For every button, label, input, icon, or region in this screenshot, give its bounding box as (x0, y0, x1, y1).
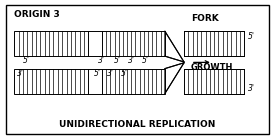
Bar (184, 31, 244, 56)
Text: UNIDIRECTIONAL REPLICATION: UNIDIRECTIONAL REPLICATION (59, 120, 216, 129)
Text: 3': 3' (98, 57, 105, 66)
Text: 3': 3' (17, 69, 24, 78)
Bar (14, 31, 88, 56)
Text: 5': 5' (114, 57, 121, 66)
Text: 3': 3' (108, 69, 114, 78)
Text: 5': 5' (94, 69, 101, 78)
Text: 3': 3' (128, 57, 135, 66)
Text: 3': 3' (248, 84, 255, 93)
Bar (184, 69, 244, 94)
Text: 5': 5' (142, 57, 148, 66)
Text: GROWTH: GROWTH (191, 63, 233, 72)
Bar (102, 31, 165, 56)
Bar (14, 69, 88, 94)
Text: 5': 5' (23, 57, 30, 66)
Text: FORK: FORK (191, 14, 219, 23)
Text: 5': 5' (121, 69, 128, 78)
Text: 5': 5' (248, 32, 255, 41)
Bar (102, 69, 165, 94)
Text: ORIGIN 3: ORIGIN 3 (14, 10, 60, 19)
